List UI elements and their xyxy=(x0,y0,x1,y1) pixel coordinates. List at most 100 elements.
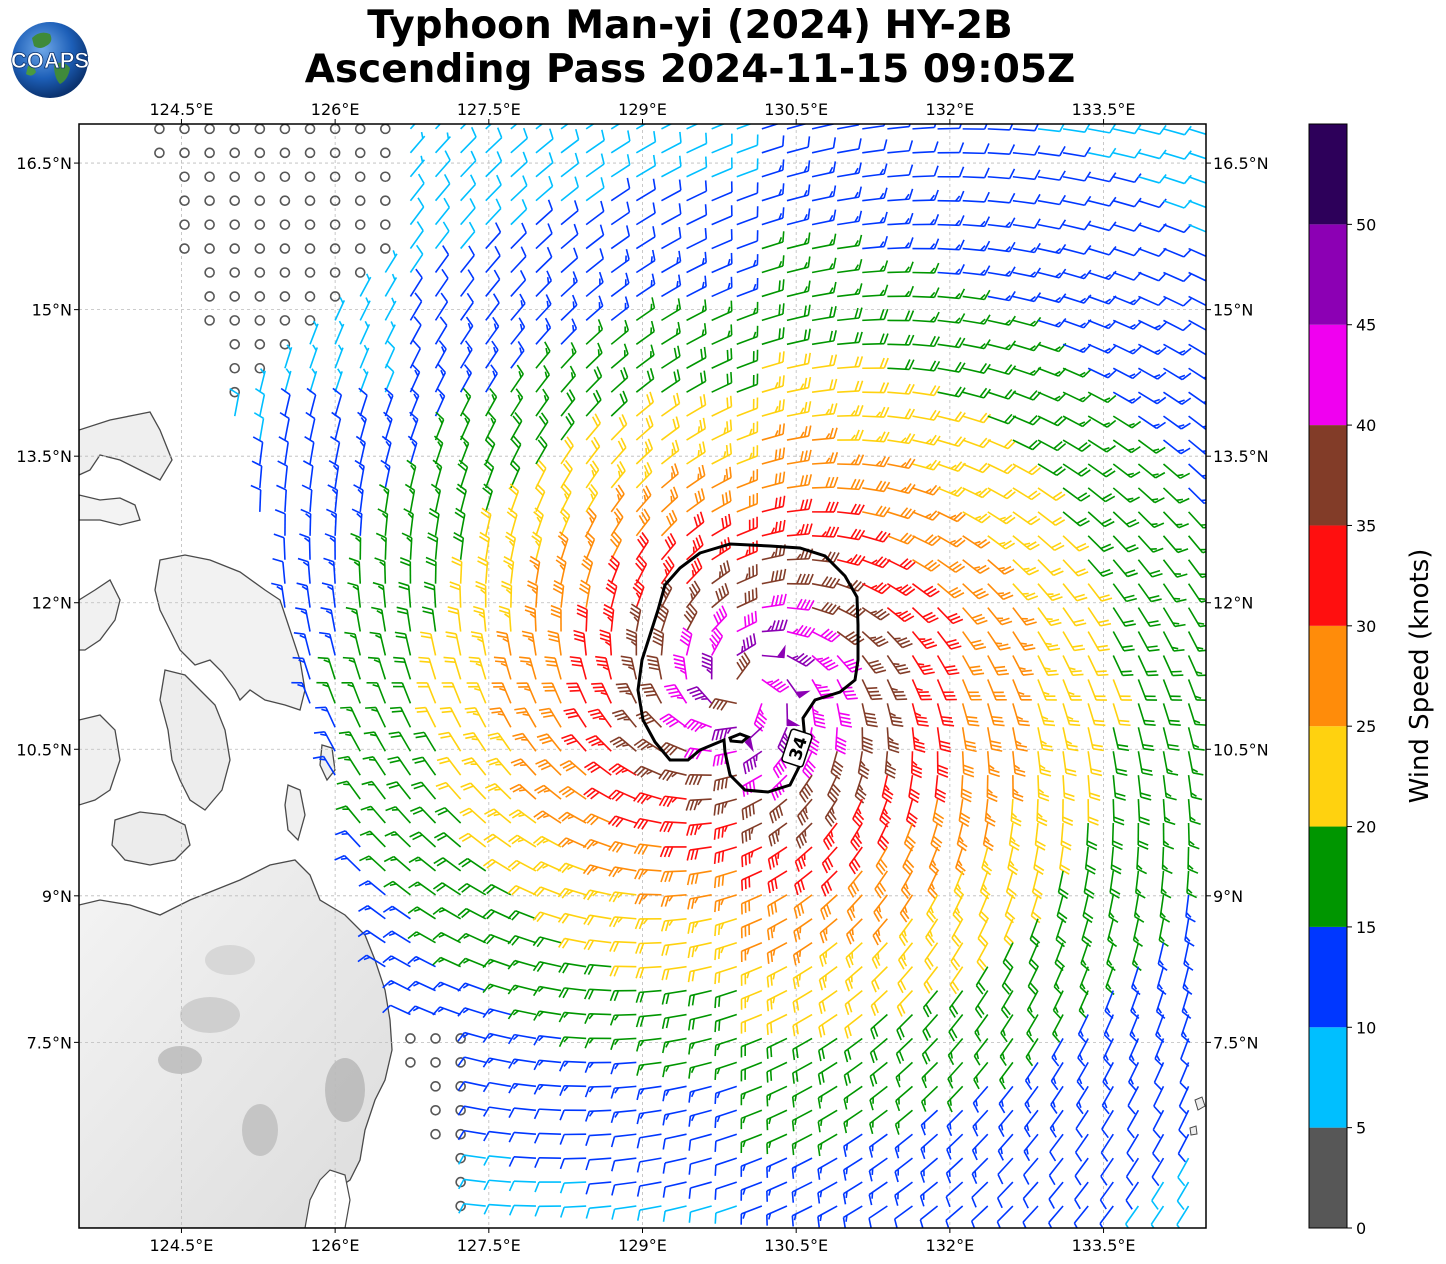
barb-feather xyxy=(689,689,701,695)
wind-barb xyxy=(229,195,241,206)
barb-feather xyxy=(883,507,891,517)
barb-feather xyxy=(254,387,265,396)
barb-feather xyxy=(1152,448,1160,452)
barb-staff xyxy=(283,537,286,560)
barb-feather xyxy=(1147,674,1159,677)
wind-barb xyxy=(390,706,412,728)
barb-staff xyxy=(535,185,554,202)
wind-barb xyxy=(1187,511,1206,529)
barb-feather xyxy=(586,531,595,540)
barb-staff xyxy=(711,215,733,226)
barb-feather xyxy=(1050,567,1061,574)
barb-staff xyxy=(1012,152,1035,156)
barb-feather xyxy=(436,859,447,867)
barb-feather xyxy=(425,560,437,567)
wind-barb xyxy=(659,821,687,833)
wind-barb xyxy=(394,631,412,656)
barb-feather xyxy=(807,376,812,388)
wind-barb xyxy=(830,751,844,780)
barb-feather xyxy=(727,306,731,314)
wind-barb xyxy=(987,655,1009,676)
barb-feather xyxy=(713,780,717,792)
barb-feather xyxy=(892,723,904,727)
wind-barb xyxy=(658,769,687,782)
barb-feather xyxy=(853,857,861,868)
barb-feather xyxy=(1129,299,1136,304)
barb-feather xyxy=(1008,340,1017,351)
barb-feather xyxy=(911,772,922,779)
wind-barb xyxy=(887,408,916,420)
barb-feather xyxy=(952,537,963,546)
barb-feather xyxy=(926,644,938,650)
wind-barb xyxy=(1037,535,1065,552)
barb-feather xyxy=(484,782,496,789)
barb-feather xyxy=(823,630,834,639)
barb-feather xyxy=(854,429,860,441)
wind-barb xyxy=(428,507,440,536)
barb-feather xyxy=(752,633,757,645)
barb-feather xyxy=(442,245,450,256)
barb-feather xyxy=(345,606,357,611)
barb-feather xyxy=(1057,417,1067,427)
barb-feather xyxy=(836,736,847,743)
barb-feather xyxy=(911,760,918,766)
barb-feather xyxy=(638,515,646,526)
barb-feather xyxy=(719,564,724,576)
wind-barb xyxy=(1137,607,1161,628)
barb-feather xyxy=(944,665,956,669)
barb-feather xyxy=(469,660,481,663)
wind-barb xyxy=(321,582,336,608)
barb-feather xyxy=(958,142,965,153)
barb-feather xyxy=(828,166,834,174)
barb-feather xyxy=(638,869,645,880)
wind-barb xyxy=(279,291,291,302)
barb-feather xyxy=(933,460,941,471)
wind-barb xyxy=(179,243,190,254)
barb-feather xyxy=(536,483,546,493)
barb-feather xyxy=(527,580,538,587)
barb-feather xyxy=(676,304,679,312)
barb-feather xyxy=(475,584,486,591)
wind-barb xyxy=(410,806,437,824)
barb-feather xyxy=(1058,194,1066,205)
barb-feather xyxy=(429,507,440,515)
wind-barb xyxy=(635,344,655,369)
wind-barb xyxy=(812,501,839,513)
barb-feather xyxy=(597,319,604,330)
barb-feather xyxy=(668,512,675,524)
barb-feather xyxy=(928,510,938,520)
barb-feather xyxy=(1008,192,1016,204)
barb-staff xyxy=(736,168,758,178)
barb-feather xyxy=(464,707,476,710)
wind-barb xyxy=(713,822,737,840)
barb-feather xyxy=(870,584,878,589)
barb-feather xyxy=(952,618,964,625)
wind-barb xyxy=(661,298,682,322)
barb-feather xyxy=(337,368,342,375)
barb-feather xyxy=(1093,719,1105,723)
barb-feather xyxy=(644,471,647,478)
barb-staff xyxy=(686,166,707,178)
barb-feather xyxy=(958,412,966,422)
wind-barb xyxy=(1062,535,1090,552)
wind-barb xyxy=(384,387,394,417)
wind-barb xyxy=(736,516,758,537)
barb-feather xyxy=(487,785,499,792)
barb-feather xyxy=(712,755,717,767)
barb-feather xyxy=(1127,447,1135,452)
barb-feather xyxy=(1196,646,1204,650)
barb-feather xyxy=(948,672,960,676)
barb-feather xyxy=(491,340,499,351)
barb-feather xyxy=(695,749,703,760)
wind-barb xyxy=(434,173,451,202)
barb-feather xyxy=(589,517,594,524)
wind-barb xyxy=(304,315,316,326)
barb-feather xyxy=(543,395,548,402)
calm-barb xyxy=(279,267,291,278)
barb-feather xyxy=(481,507,492,516)
barb-feather xyxy=(676,257,679,264)
barb-feather xyxy=(904,383,911,395)
wind-barb xyxy=(279,147,291,159)
barb-feather xyxy=(717,803,721,815)
barb-feather xyxy=(345,733,352,737)
